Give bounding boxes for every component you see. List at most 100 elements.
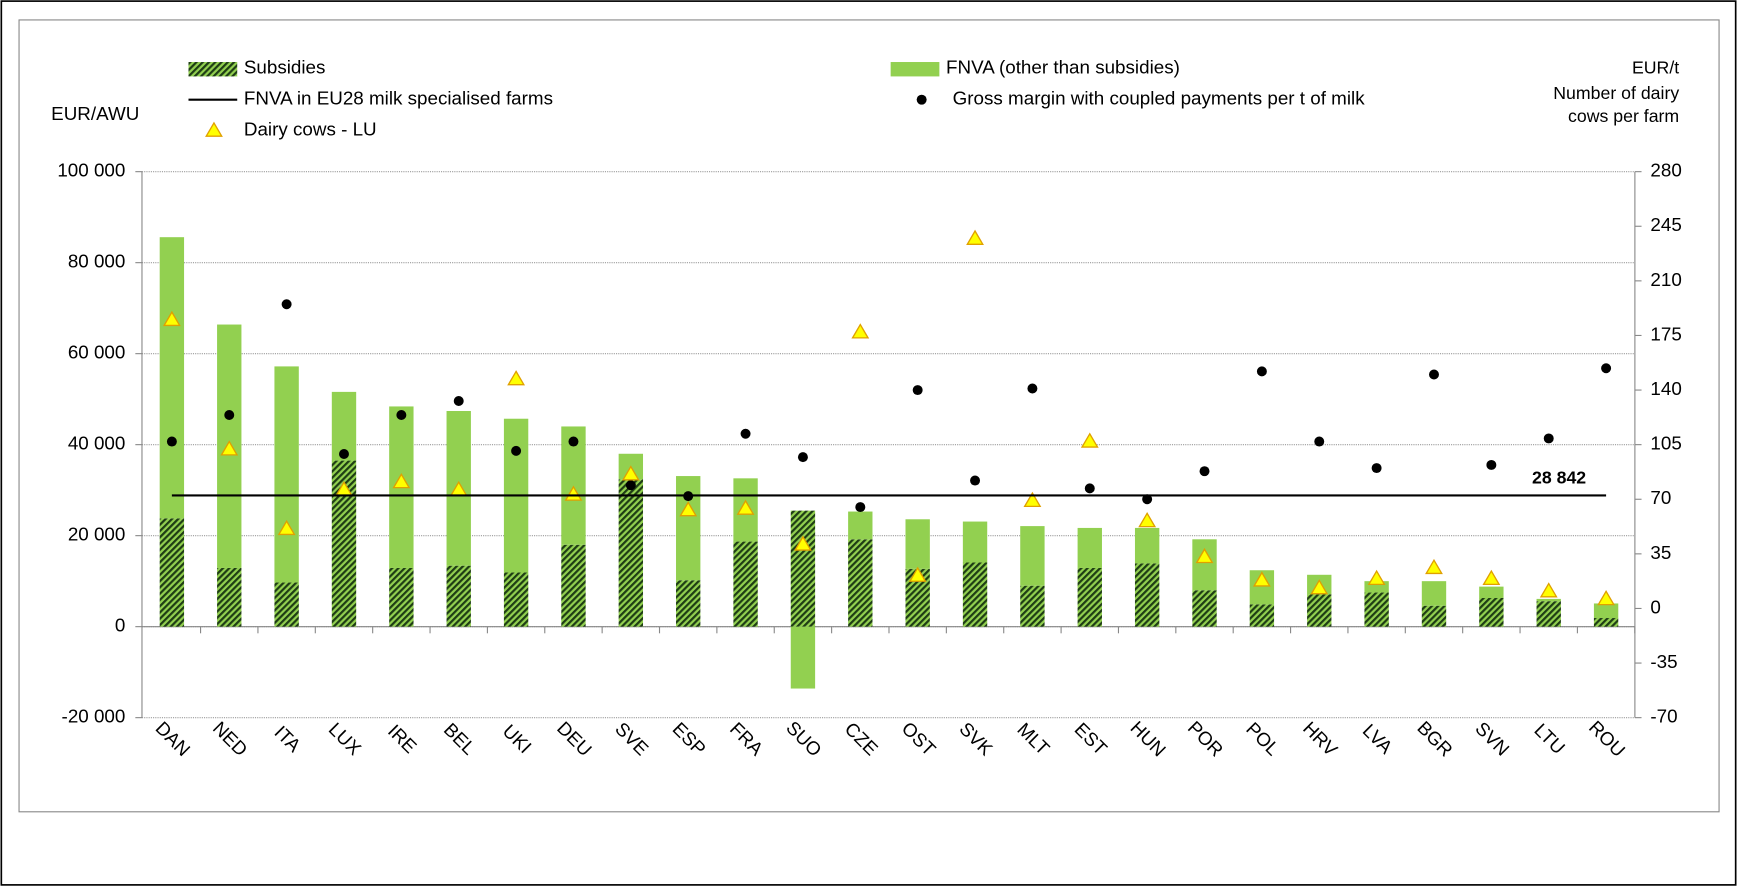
bar	[561, 544, 586, 627]
legend-label: FNVA (other than subsidies)	[946, 57, 1180, 78]
bar	[733, 541, 758, 627]
bar	[1307, 594, 1332, 627]
triangle-marker	[507, 370, 526, 386]
y2-axis-label: EUR/t	[1632, 57, 1679, 77]
dot-marker	[396, 410, 407, 421]
bar	[1020, 585, 1045, 627]
bar	[159, 237, 185, 519]
triangle-marker	[1310, 579, 1329, 595]
dot-marker	[1486, 459, 1497, 470]
bar	[1364, 581, 1389, 593]
legend-marker	[916, 94, 927, 105]
bar	[790, 626, 816, 689]
reference-label: 28 842	[1532, 467, 1586, 487]
y-tick-label: -20 000	[62, 706, 126, 727]
triangle-marker	[162, 310, 181, 327]
legend-label: Dairy cows - LU	[244, 119, 377, 140]
bar	[1077, 567, 1102, 627]
y2-tick-label: 210	[1650, 269, 1681, 290]
y2-tick-label: 105	[1650, 433, 1681, 454]
bar	[1479, 597, 1504, 627]
y2-axis-label: Number of dairy	[1553, 83, 1679, 103]
bar	[274, 582, 299, 627]
triangle-marker	[392, 473, 411, 489]
bar	[389, 567, 414, 627]
chart-frame	[18, 19, 1720, 813]
y2-tick-label: -35	[1650, 651, 1677, 672]
triangle-marker	[564, 485, 583, 501]
dot-marker	[166, 436, 177, 447]
bar	[1192, 539, 1217, 591]
dot-marker	[1314, 436, 1325, 447]
triangle-marker	[220, 440, 239, 456]
bar	[962, 521, 988, 563]
bar	[1421, 581, 1447, 606]
dot-marker	[1199, 466, 1210, 477]
y-axis-label: EUR/AWU	[51, 103, 139, 124]
bar	[446, 565, 471, 627]
dot-marker	[1256, 366, 1267, 377]
legend-label: Subsidies	[244, 57, 326, 78]
dot-marker	[453, 395, 464, 406]
y2-tick-label: 0	[1650, 596, 1660, 617]
plot-area: 28 842	[159, 229, 1619, 689]
bar	[1421, 605, 1447, 627]
y2-tick-label: 280	[1650, 160, 1681, 181]
legend-label: FNVA in EU28 milk specialised farms	[244, 88, 553, 109]
dot-marker	[970, 475, 981, 486]
y2-tick-label: -70	[1650, 706, 1677, 727]
triangle-marker	[1023, 491, 1042, 508]
triangle-marker	[908, 566, 927, 582]
bar	[159, 518, 185, 627]
dot-marker	[1084, 483, 1095, 494]
y-tick-label: 80 000	[68, 251, 126, 272]
triangle-marker	[1425, 558, 1443, 575]
bar	[503, 572, 529, 627]
dot-marker	[797, 452, 808, 463]
bar	[618, 479, 644, 627]
triangle-marker	[1252, 571, 1271, 587]
dot-marker	[1027, 383, 1038, 394]
triangle-marker	[966, 229, 984, 245]
dot-marker	[339, 449, 349, 460]
bar	[1593, 618, 1619, 627]
triangle-marker	[794, 535, 812, 551]
bar	[848, 539, 873, 627]
bar	[1192, 590, 1217, 627]
bar	[1536, 598, 1561, 602]
triangle-marker	[621, 465, 640, 481]
legend-marker	[205, 121, 223, 137]
triangle-marker	[277, 519, 296, 536]
bar	[1479, 586, 1504, 598]
bar	[962, 562, 988, 627]
dot-marker	[568, 436, 579, 447]
y2-tick-label: 140	[1650, 378, 1681, 399]
triangle-marker	[851, 323, 870, 339]
y-tick-label: 100 000	[57, 160, 125, 181]
triangle-marker	[1597, 590, 1616, 606]
bar	[217, 567, 242, 627]
legend-label: Gross margin with coupled payments per t…	[953, 88, 1366, 109]
y2-tick-label: 175	[1650, 323, 1681, 344]
y-tick-label: 0	[115, 615, 125, 636]
y-tick-label: 20 000	[68, 524, 126, 545]
dot-marker	[912, 385, 923, 396]
bar	[1134, 563, 1160, 627]
dot-marker	[740, 428, 751, 439]
dot-marker	[1429, 369, 1439, 380]
triangle-marker	[679, 501, 698, 517]
y2-tick-label: 35	[1650, 542, 1671, 563]
dot-marker	[625, 480, 636, 491]
triangle-marker	[1138, 512, 1157, 528]
bar	[676, 580, 701, 627]
bar	[1020, 526, 1045, 586]
y2-axis-label: cows per farm	[1568, 106, 1679, 126]
bar	[848, 511, 873, 540]
dot-marker	[1543, 433, 1554, 444]
bar	[1536, 601, 1561, 627]
legend-swatch	[188, 62, 238, 77]
dot-marker	[224, 410, 235, 421]
bar	[1364, 592, 1389, 627]
